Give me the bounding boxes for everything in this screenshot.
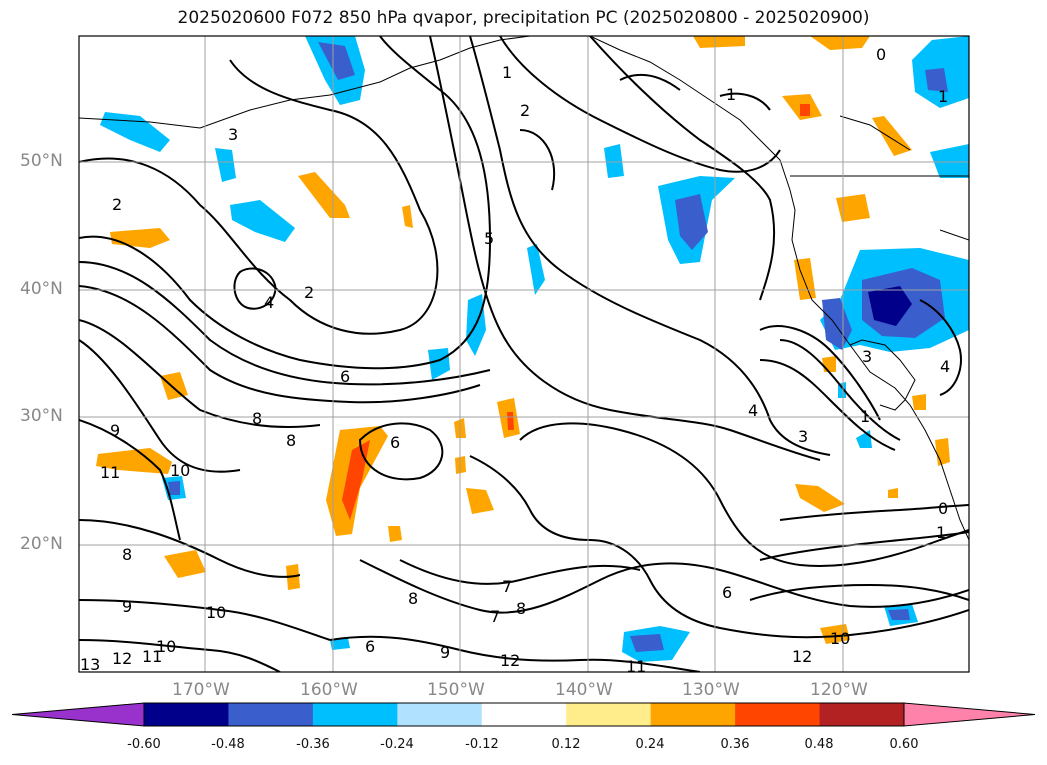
contour-label: 10 xyxy=(170,461,190,480)
coastlines xyxy=(79,36,969,541)
colorbar-segment xyxy=(228,703,314,726)
lat-label-50n: 50°N xyxy=(20,151,63,171)
colorbar-tick: 0.60 xyxy=(889,737,919,752)
contour-label: 5 xyxy=(484,229,494,248)
contour-label: 9 xyxy=(110,421,120,440)
contour-label: 6 xyxy=(365,637,375,656)
colorbar-tick: 0.48 xyxy=(804,737,834,752)
colorbar-tick: -0.24 xyxy=(380,737,414,752)
contour-label: 3 xyxy=(228,125,238,144)
contour-label: 1 xyxy=(938,87,948,106)
contour-label: 7 xyxy=(490,607,500,626)
colorbar-segment xyxy=(566,703,652,726)
contour-label: 9 xyxy=(440,643,450,662)
lon-label-130w: 130°W xyxy=(682,680,740,700)
map-frame xyxy=(78,35,970,673)
lat-label-30n: 30°N xyxy=(20,406,63,426)
map-title: 2025020600 F072 850 hPa qvapor, precipit… xyxy=(177,8,870,28)
contour-label: 0 xyxy=(876,45,886,64)
contour-label: 8 xyxy=(122,545,132,564)
contour-label: 11 xyxy=(100,463,120,482)
contour-label: 3 xyxy=(798,427,808,446)
colorbar xyxy=(11,702,1036,727)
contour-label: 6 xyxy=(722,583,732,602)
contour-label: 8 xyxy=(286,431,296,450)
colorbar-segment xyxy=(650,703,736,726)
contour-label: 4 xyxy=(940,357,950,376)
contour-label: 11 xyxy=(142,647,162,666)
contour-label: 7 xyxy=(502,577,512,596)
colorbar-tick: 0.24 xyxy=(635,737,665,752)
contour-label: 8 xyxy=(252,409,262,428)
colorbar-tick: 0.36 xyxy=(720,737,750,752)
contour-label: 8 xyxy=(408,589,418,608)
contour-label: 1 xyxy=(502,63,512,82)
lon-label-160w: 160°W xyxy=(300,680,358,700)
contour-label: 13 xyxy=(80,655,100,674)
contour-label: 10 xyxy=(206,603,226,622)
colorbar-tick: -0.60 xyxy=(127,737,161,752)
contour-label: 4 xyxy=(748,401,758,420)
lon-label-170w: 170°W xyxy=(172,680,230,700)
lat-label-20n: 20°N xyxy=(20,534,63,554)
contour-label: 0 xyxy=(938,499,948,518)
lon-label-120w: 120°W xyxy=(810,680,868,700)
contour-label: 1 xyxy=(936,523,946,542)
colorbar-tick: -0.48 xyxy=(211,737,245,752)
colorbar-segment xyxy=(481,703,567,726)
contour-label: 9 xyxy=(122,597,132,616)
colorbar-tick: -0.12 xyxy=(465,737,499,752)
colorbar-tick: -0.36 xyxy=(296,737,330,752)
colorbar-segment xyxy=(819,703,905,726)
contour-label: 1 xyxy=(726,85,736,104)
contour-label: 4 xyxy=(264,293,274,312)
contour-label: 6 xyxy=(340,367,350,386)
contour-label: 6 xyxy=(390,433,400,452)
lon-label-140w: 140°W xyxy=(555,680,613,700)
contour-label: 12 xyxy=(112,649,132,668)
contour-label: 3 xyxy=(862,347,872,366)
contour-label: 10 xyxy=(830,629,850,648)
colorbar-segment xyxy=(397,703,483,726)
contour-label: 2 xyxy=(520,101,530,120)
contour-label: 2 xyxy=(112,195,122,214)
qvapor-contours xyxy=(79,36,969,672)
contour-label: 12 xyxy=(792,647,812,666)
map-background xyxy=(79,36,969,672)
colorbar-segment xyxy=(735,703,821,726)
contour-label: 10 xyxy=(156,637,176,656)
contour-label: 11 xyxy=(626,657,646,676)
colorbar-segment xyxy=(144,703,229,726)
colorbar-tick: 0.12 xyxy=(551,737,581,752)
lon-label-150w: 150°W xyxy=(427,680,485,700)
contour-label: 12 xyxy=(500,651,520,670)
contour-label: 2 xyxy=(304,283,314,302)
contour-label: 1 xyxy=(860,407,870,426)
colorbar-extend-left xyxy=(11,702,145,727)
lat-label-40n: 40°N xyxy=(20,279,63,299)
contour-label: 8 xyxy=(516,599,526,618)
gridlines xyxy=(79,36,969,672)
colorbar-extend-right xyxy=(903,702,1036,727)
colorbar-segment xyxy=(312,703,398,726)
